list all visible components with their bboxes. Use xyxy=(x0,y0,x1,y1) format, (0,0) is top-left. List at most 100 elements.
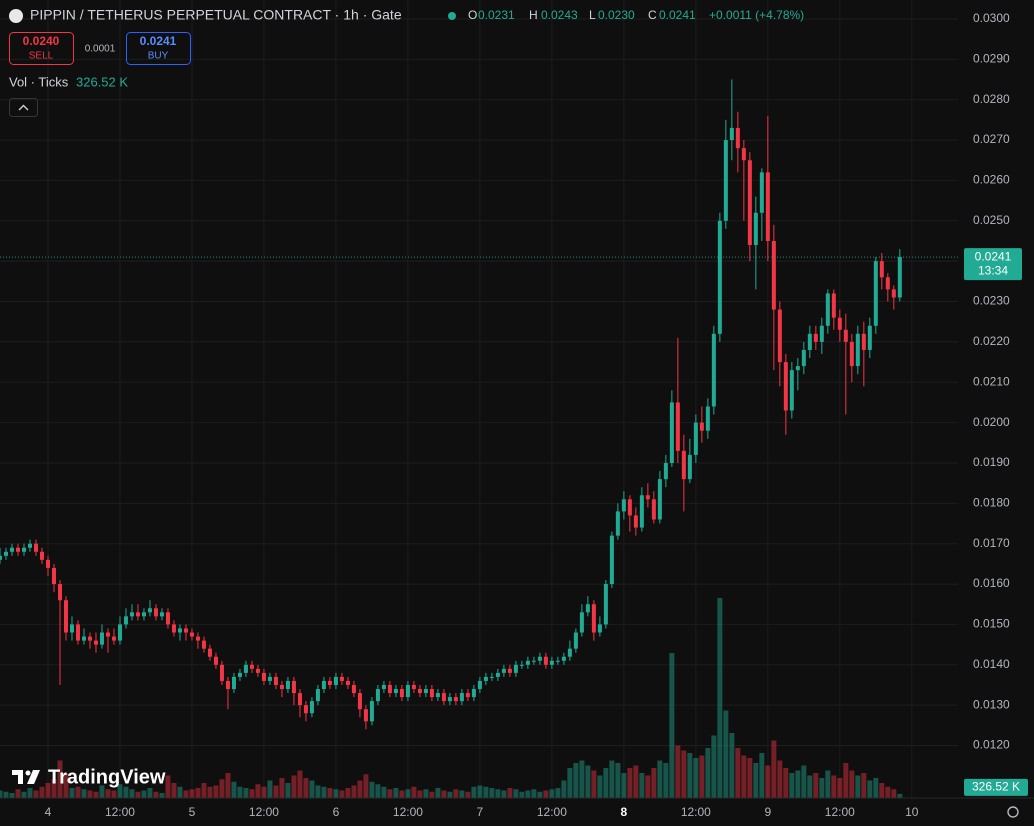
candle-body xyxy=(831,293,836,318)
volume-bar xyxy=(201,783,207,798)
volume-bar xyxy=(195,788,201,798)
buy-label: BUY xyxy=(148,51,169,62)
candle-body xyxy=(777,309,782,363)
volume-bar xyxy=(543,790,549,798)
candle-body xyxy=(789,370,794,411)
indicator-name[interactable]: Vol · Ticks xyxy=(9,74,69,89)
candle-body xyxy=(327,680,332,685)
candle-body xyxy=(381,684,386,690)
volume-bar xyxy=(555,788,561,798)
volume-bar xyxy=(441,790,447,798)
volume-bar xyxy=(495,789,501,798)
volume-bar xyxy=(57,760,63,798)
candle-body xyxy=(555,660,560,662)
candle-body xyxy=(855,333,860,367)
volume-bar xyxy=(255,784,261,798)
volume-bar xyxy=(675,745,681,798)
volume-bar xyxy=(855,775,861,798)
x-tick-label: 4 xyxy=(45,805,52,819)
volume-bar xyxy=(69,788,75,798)
candle-body xyxy=(633,515,638,528)
candle-body xyxy=(285,680,290,690)
volume-bar xyxy=(531,789,537,798)
volume-bar xyxy=(375,784,381,798)
candle-body xyxy=(147,608,152,613)
volume-bar xyxy=(381,786,387,798)
candle-body xyxy=(615,511,620,536)
settings-icon[interactable] xyxy=(1007,806,1019,818)
buy-button[interactable] xyxy=(126,32,191,65)
volume-bar xyxy=(297,770,303,798)
volume-bar xyxy=(351,785,357,798)
candle-body xyxy=(597,624,602,633)
candle-body xyxy=(435,693,440,698)
candle-body xyxy=(291,680,296,694)
volume-bar xyxy=(105,789,111,798)
volume-bar xyxy=(867,780,873,798)
candle-body xyxy=(309,701,314,714)
candle-body xyxy=(219,664,224,681)
candle-body xyxy=(867,325,872,350)
volume-bar xyxy=(63,773,69,798)
volume-bar xyxy=(861,773,867,798)
volume-tag: 326.52 K xyxy=(972,780,1020,794)
candle-body xyxy=(531,660,536,662)
y-tick-label: 0.0260 xyxy=(973,173,1010,187)
y-tick-label: 0.0200 xyxy=(973,415,1010,429)
sell-button[interactable] xyxy=(9,32,74,65)
candle-body xyxy=(267,676,272,681)
candle-body xyxy=(843,329,848,342)
candle-body xyxy=(3,551,8,556)
x-tick-label: 7 xyxy=(477,805,484,819)
collapse-button[interactable] xyxy=(9,98,38,117)
ohlc-change: +0.0011 (+4.78%) xyxy=(709,8,804,22)
volume-bar xyxy=(633,765,639,798)
candle-body xyxy=(27,543,32,548)
candle-body xyxy=(243,664,248,673)
volume-bar xyxy=(123,786,129,798)
volume-bar xyxy=(699,755,705,798)
candle-body xyxy=(321,680,326,690)
volume-bar xyxy=(873,778,879,798)
volume-bar xyxy=(765,765,771,798)
volume-bar xyxy=(339,790,345,798)
volume-bar xyxy=(561,780,567,798)
candle-body xyxy=(345,680,350,685)
volume-bar xyxy=(693,758,699,798)
volume-bar xyxy=(165,775,171,798)
candle-body xyxy=(669,402,674,463)
candle-body xyxy=(249,664,254,669)
price-tag-box xyxy=(964,248,1022,281)
candle-body xyxy=(201,640,206,649)
status-dot xyxy=(448,12,456,20)
volume-bar xyxy=(387,789,393,798)
volume-bar xyxy=(825,770,831,798)
volume-bar xyxy=(393,788,399,798)
candle-body xyxy=(273,676,278,685)
buy-price: 0.0241 xyxy=(140,34,177,48)
volume-bar xyxy=(513,789,519,798)
volume-bar xyxy=(213,785,219,798)
volume-bar xyxy=(171,783,177,798)
volume-bar xyxy=(369,781,375,798)
volume-bar xyxy=(459,790,465,798)
candle-body xyxy=(795,366,800,371)
candle-body xyxy=(375,689,380,702)
volume-bar xyxy=(657,760,663,798)
candle-body xyxy=(123,616,128,625)
sell-price: 0.0240 xyxy=(23,34,60,48)
candle-body xyxy=(771,240,776,310)
candle-body xyxy=(9,547,14,552)
volume-bar xyxy=(645,775,651,798)
volume-bar xyxy=(159,793,165,798)
candle-body xyxy=(579,612,584,633)
volume-bar xyxy=(0,790,3,798)
volume-bar xyxy=(129,789,135,798)
logo-mark xyxy=(27,770,40,784)
candle-body xyxy=(171,624,176,633)
y-tick-label: 0.0300 xyxy=(973,11,1010,25)
y-tick-label: 0.0220 xyxy=(973,334,1010,348)
